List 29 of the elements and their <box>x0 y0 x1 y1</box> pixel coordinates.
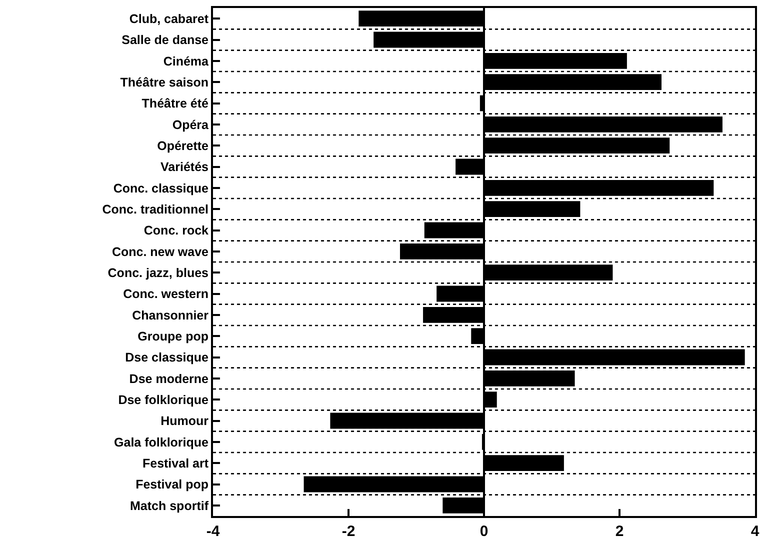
x-tick-label: -2 <box>342 523 356 540</box>
y-tick-label: Club, cabaret <box>129 12 210 26</box>
y-tick-label: Conc. jazz, blues <box>108 266 209 280</box>
y-tick-label: Dse classique <box>125 350 209 365</box>
x-tick-label: 0 <box>480 523 488 540</box>
y-tick-label: Conc. new wave <box>112 244 209 259</box>
x-tick-label: -4 <box>206 523 220 540</box>
x-tick-label: 2 <box>615 523 624 540</box>
y-tick-label: Gala folklorique <box>114 435 209 450</box>
y-tick-label: Opéra <box>172 118 210 132</box>
y-tick-label: Salle de danse <box>122 33 209 48</box>
y-tick-label: Dse moderne <box>129 372 209 386</box>
y-tick-label: Festival art <box>142 456 210 470</box>
y-tick-label: Cinéma <box>163 54 210 68</box>
y-tick-label: Groupe pop <box>138 329 209 344</box>
y-tick-label: Théâtre saison <box>120 75 208 90</box>
y-tick-label: Conc. traditionnel <box>102 202 208 216</box>
y-tick-label: Conc. rock <box>144 224 209 238</box>
y-tick-label: Festival pop <box>136 478 209 492</box>
y-tick-label: Conc. classique <box>113 181 209 196</box>
y-tick-label: Dse folklorique <box>118 392 209 407</box>
y-tick-label: Chansonnier <box>132 308 209 322</box>
y-tick-label: Opérette <box>157 138 209 153</box>
y-tick-label: Conc. western <box>123 287 208 302</box>
y-tick-label: Variétés <box>160 160 209 174</box>
y-tick-label: Théâtre été <box>142 96 209 111</box>
y-tick-label: Match sportif <box>130 498 210 513</box>
x-tick-label: 4 <box>750 523 760 540</box>
y-tick-label: Humour <box>160 414 209 428</box>
